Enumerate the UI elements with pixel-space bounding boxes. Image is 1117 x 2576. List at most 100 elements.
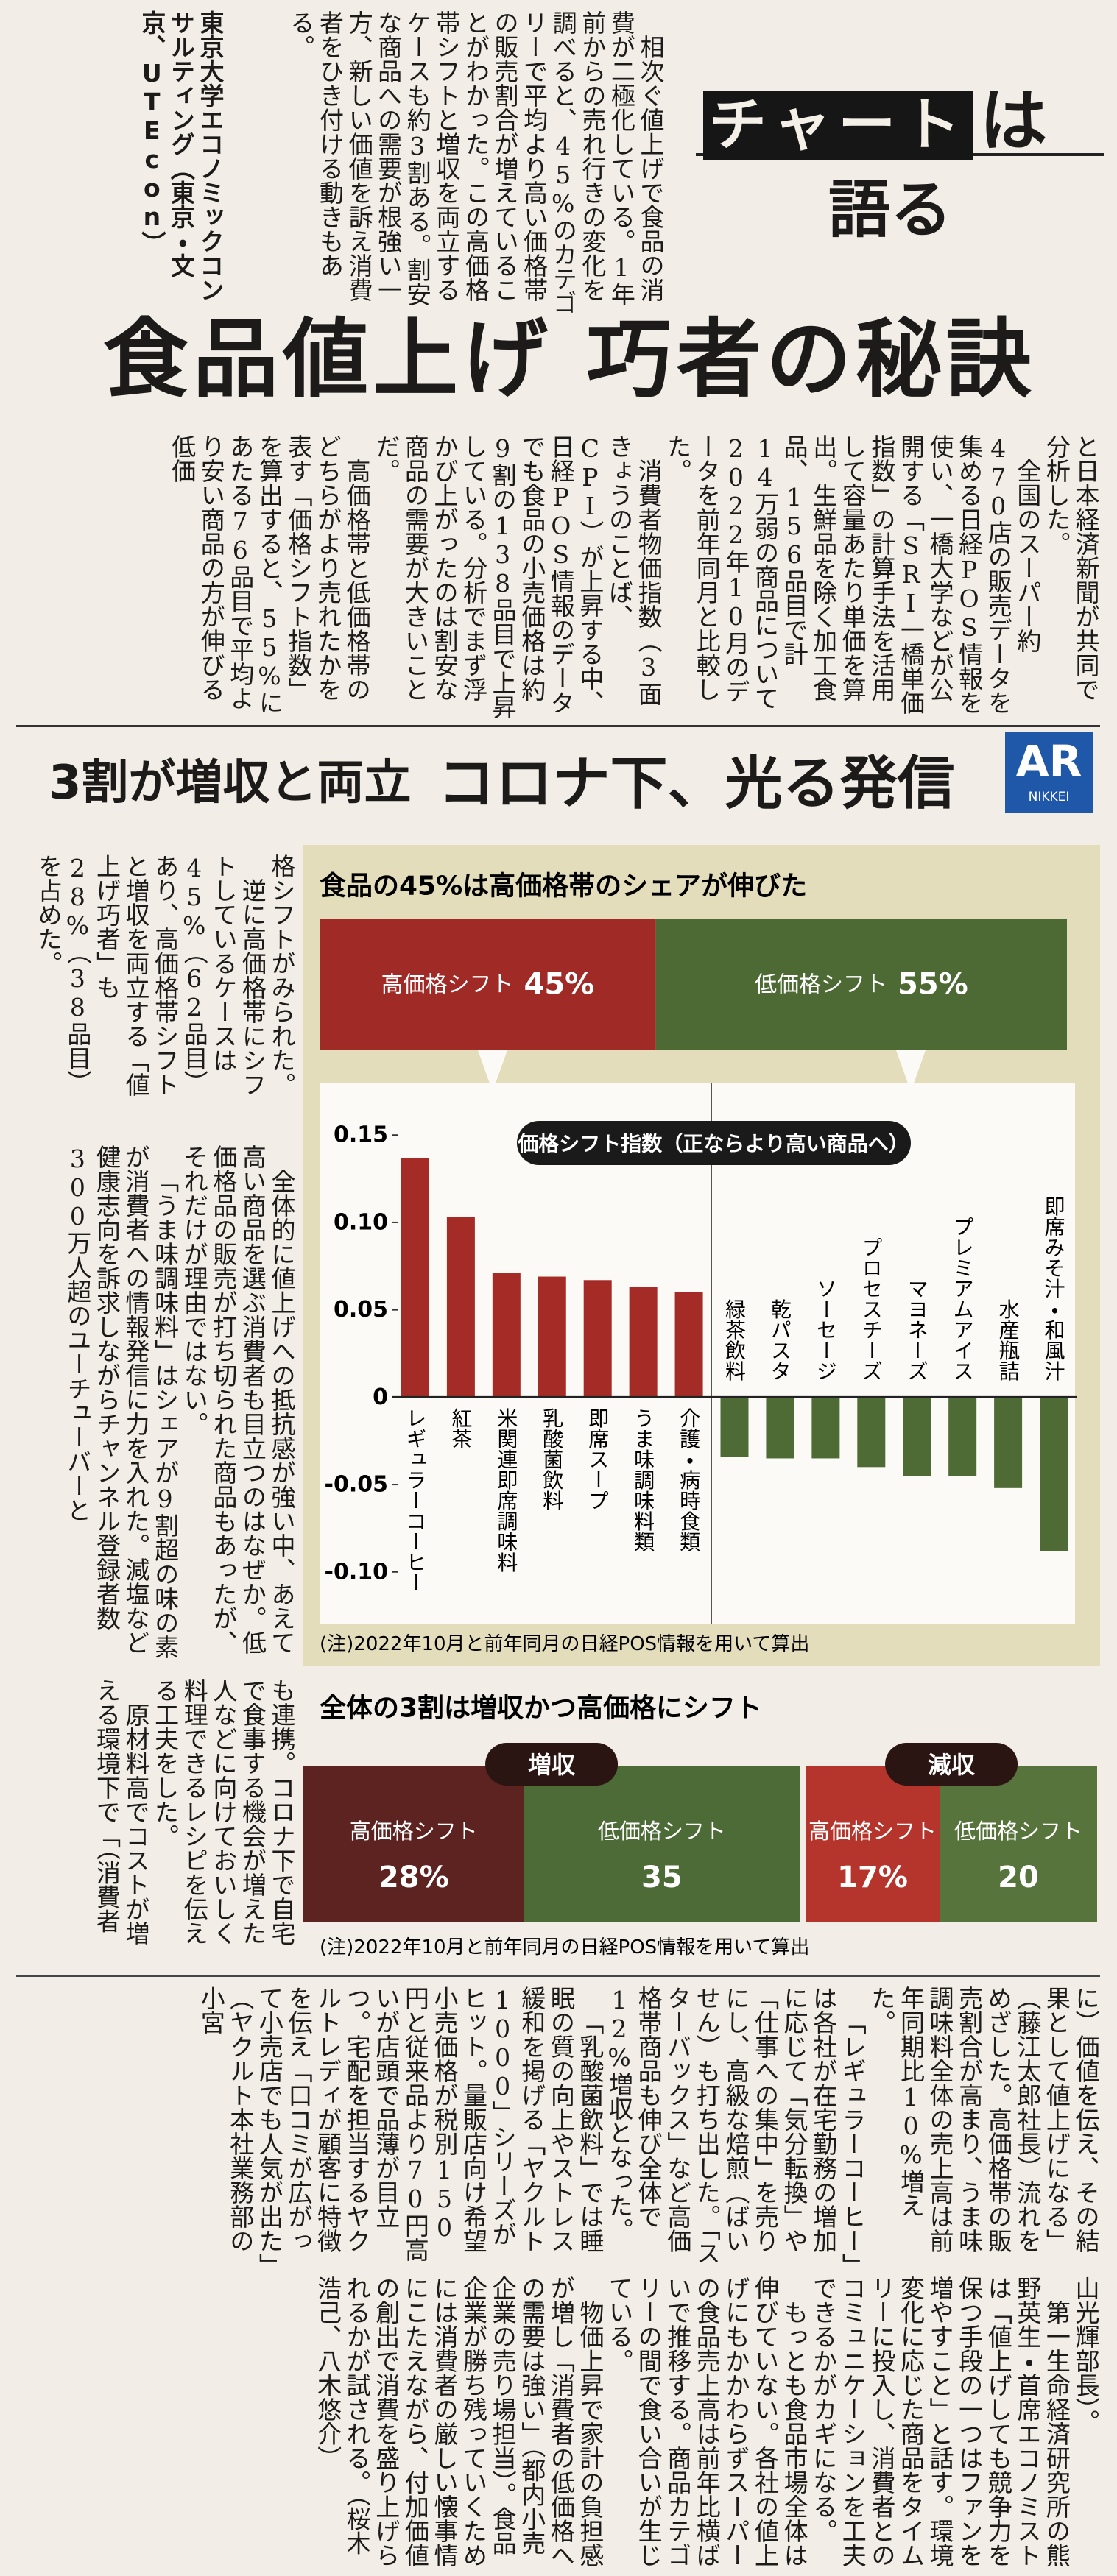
paragraph: 高価格帯と低価格帯のどちらがより売れたかを表す「価格シフト指数」を算出すると、5… bbox=[167, 434, 372, 715]
segment-name: 低価格シフト bbox=[755, 972, 887, 997]
bar bbox=[948, 1397, 977, 1476]
legend-pill bbox=[517, 1121, 911, 1165]
x-tick-label: プロセスチーズ bbox=[859, 1236, 884, 1381]
paragraph: 物価上昇で家計の負担感が増し「消費者の低価格への需要は強い」（都内小売企業の売り… bbox=[313, 2276, 605, 2567]
article-block: 山光輝部長）。 第一生命経済研究所の熊野英生・首席エコノミストは「値上げしても競争… bbox=[16, 2276, 1100, 2570]
y-tick-label: -0.10 bbox=[325, 1559, 388, 1585]
x-tick-label: 紅茶 bbox=[448, 1407, 473, 1448]
y-tick-label: 0.10 bbox=[334, 1209, 388, 1235]
ar-badge-main: AR bbox=[1015, 736, 1082, 786]
article-block: 全体的に値上げへの抵抗感が強い中、あえて高い商品を選ぶ消費者も目立つのはなぜか。… bbox=[16, 1144, 296, 1660]
paragraph: 相次ぐ値上げで食品の消費が二極化している。1年前からの売れ行きの変化を調べると、… bbox=[286, 10, 665, 315]
bar bbox=[492, 1273, 521, 1398]
bar bbox=[446, 1217, 475, 1398]
group-label: 増収 bbox=[528, 1751, 576, 1779]
paragraph: 「レギュラーコーヒー」は各社が在宅勤務の増加に応じて「気分転換」や「仕事への集中… bbox=[605, 1986, 867, 2265]
share-segment bbox=[320, 919, 656, 1050]
kicker-boxed: チャート bbox=[703, 91, 974, 160]
paragraph: 消費者物価指数（3面きょうのことば、CPI）が上昇する中、日経POS情報のデータ… bbox=[371, 434, 663, 719]
bar bbox=[994, 1397, 1023, 1488]
paragraph: 原材料高でコストが増える環境下で「（消費者 bbox=[92, 1678, 151, 1945]
paragraph: 全国のスーパー約470店の販売データを集める日経POS情報を使い、一橋大学などが… bbox=[663, 434, 1042, 715]
x-tick-label: 緑茶飲料 bbox=[722, 1298, 747, 1381]
chart-share-revenue: 全体の3割は増収かつ高価格にシフト (注)2022年10月と前年同月の日経POS… bbox=[303, 1694, 1097, 1958]
paragraph: もっとも食品市場全体は伸びていない。各社の値上げにもかかわらずスーパーの食品売上… bbox=[605, 2276, 809, 2567]
segment-name: 高価格シフト bbox=[350, 1819, 478, 1844]
y-tick-label: -0.05 bbox=[325, 1472, 388, 1498]
kicker: チャートは 語る bbox=[696, 66, 1108, 250]
subheadline-right: コロナ下、光る発信 bbox=[437, 751, 955, 817]
x-tick-label: 水産瓶詰 bbox=[996, 1298, 1021, 1381]
bar bbox=[401, 1158, 429, 1398]
ar-badge: AR NIKKEI bbox=[1005, 732, 1093, 813]
paragraph: と日本経済新聞が共同で分析した。 bbox=[1042, 434, 1100, 701]
segment-value: 20 bbox=[998, 1861, 1039, 1894]
group-pill bbox=[885, 1743, 1018, 1786]
share-segment bbox=[303, 1766, 524, 1922]
article-block: 相次ぐ値上げで食品の消費が二極化している。1年前からの売れ行きの変化を調べると、… bbox=[228, 10, 665, 319]
segment-value: 55% bbox=[898, 968, 968, 1002]
bar bbox=[811, 1397, 840, 1459]
paragraph: 逆に高価格帯にシフトしているケースは45%（62品目）あり、高価格帯シフトと増収… bbox=[34, 854, 267, 1097]
bar bbox=[538, 1276, 566, 1398]
segment-name: 低価格シフト bbox=[598, 1819, 726, 1844]
rule-top bbox=[16, 725, 1100, 727]
paragraph: に）価値を伝え、その結果として値上げになる」（藤江太郎社長）流れをめざした。高価… bbox=[867, 1986, 1100, 2253]
segment-value: 45% bbox=[524, 968, 595, 1002]
chart-note: (注)2022年10月と前年同月の日経POS情報を用いて算出 bbox=[320, 1936, 809, 1958]
rule-bottom bbox=[16, 1975, 1100, 1977]
y-tick-label: 0.15 bbox=[334, 1122, 388, 1148]
paragraph: 全体的に値上げへの抵抗感が強い中、あえて高い商品を選ぶ消費者も目立つのはなぜか。… bbox=[180, 1144, 296, 1655]
bar bbox=[1040, 1397, 1068, 1551]
segment-value: 28% bbox=[378, 1861, 449, 1894]
paragraph: も連携。コロナ下で自宅で食事する機会が増えた人などに向けておいしく料理できるレシ… bbox=[150, 1678, 296, 1945]
bar bbox=[583, 1280, 612, 1398]
x-tick-label: 乾パスタ bbox=[768, 1298, 792, 1381]
x-tick-label: 即席みそ汁・和風汁 bbox=[1042, 1195, 1066, 1381]
x-tick-label: レギュラーコーヒー bbox=[403, 1407, 427, 1593]
chart-share-price-shift: 価格シフト指数（正ならより高い商品へ） 食品の45%は高価格帯のシェアが伸びた … bbox=[303, 845, 1100, 1666]
chart-note: (注)2022年10月と前年同月の日経POS情報を用いて算出 bbox=[320, 1633, 809, 1655]
article-block: 格シフトがみられた。 逆に高価格帯にシフトしているケースは45%（62品目）あり、… bbox=[16, 854, 296, 1104]
segment-value: 17% bbox=[837, 1861, 908, 1894]
x-tick-label: 介護・病時食類 bbox=[677, 1407, 701, 1551]
share-segment bbox=[524, 1766, 800, 1922]
y-tick-label: 0.05 bbox=[334, 1297, 388, 1323]
article-block: も連携。コロナ下で自宅で食事する機会が増えた人などに向けておいしく料理できるレシ… bbox=[16, 1678, 296, 1969]
paragraph: 格シフトがみられた。 bbox=[267, 854, 296, 1097]
bar bbox=[720, 1397, 749, 1457]
article-block: に）価値を伝え、その結果として値上げになる」（藤江太郎社長）流れをめざした。高価… bbox=[16, 1986, 1100, 2265]
ar-badge-sub: NIKKEI bbox=[1028, 790, 1070, 804]
group-label: 減収 bbox=[928, 1751, 976, 1779]
headline: 食品値上げ 巧者の秘訣 bbox=[103, 309, 1036, 409]
paragraph: 第一生命経済研究所の熊野英生・首席エコノミストは「値上げしても競争力を保つ手段の… bbox=[808, 2276, 1071, 2567]
x-tick-label: プレミアムアイス bbox=[951, 1216, 975, 1381]
x-tick-label: マヨネーズ bbox=[905, 1278, 929, 1381]
bar bbox=[674, 1292, 703, 1398]
bar bbox=[629, 1287, 658, 1398]
chart-title: 全体の3割は増収かつ高価格にシフト bbox=[320, 1694, 762, 1724]
bar bbox=[766, 1397, 794, 1459]
bar bbox=[903, 1397, 931, 1476]
article-block: 東京大学エコノミックコンサルティング（東京・文京、UTEcon） bbox=[129, 10, 225, 319]
bar-chart-title: 価格シフト指数（正ならより高い商品へ） bbox=[517, 1132, 909, 1156]
x-tick-label: 米関連即席調味料 bbox=[494, 1407, 518, 1572]
paragraph: 「うま味調味料」はシェアが9割超の味の素が消費者への情報発信に力を入れた。減塩な… bbox=[63, 1144, 180, 1659]
x-tick-label: 乳酸菌飲料 bbox=[540, 1407, 564, 1510]
subheadline: 3割が増収と両立 コロナ下、光る発信 bbox=[49, 738, 955, 819]
share-segment bbox=[655, 919, 1067, 1050]
segment-label: 高価格シフト 45% bbox=[381, 968, 595, 1002]
segment-value: 35 bbox=[641, 1861, 683, 1894]
kicker-line1: チャートは bbox=[703, 66, 1047, 164]
x-tick-label: 即席スープ bbox=[585, 1407, 610, 1510]
article-block: と日本経済新聞が共同で分析した。 全国のスーパー約470店の販売データを集める日経… bbox=[16, 434, 1100, 721]
segment-name: 高価格シフト bbox=[381, 972, 514, 997]
x-tick-label: うま味調味料類 bbox=[631, 1407, 655, 1551]
paragraph: 山光輝部長）。 bbox=[1071, 2276, 1100, 2434]
segment-name: 低価格シフト bbox=[954, 1819, 1082, 1844]
segment-label: 低価格シフト 55% bbox=[755, 968, 968, 1002]
pointer bbox=[478, 1050, 507, 1091]
group-pill bbox=[485, 1743, 619, 1786]
share-segment bbox=[806, 1766, 940, 1922]
